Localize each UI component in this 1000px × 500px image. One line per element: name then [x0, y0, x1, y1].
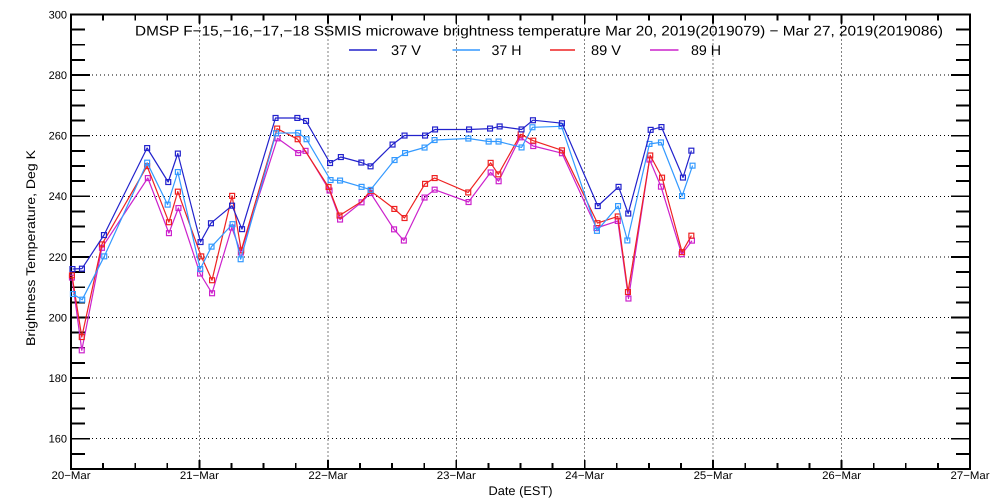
svg-text:Date (EST): Date (EST) — [489, 484, 553, 498]
svg-text:26−Mar: 26−Mar — [822, 470, 861, 482]
svg-text:280: 280 — [49, 70, 67, 82]
svg-text:22−Mar: 22−Mar — [308, 470, 347, 482]
svg-text:180: 180 — [49, 373, 67, 385]
svg-text:DMSP F−15,−16,−17,−18 SSMIS mi: DMSP F−15,−16,−17,−18 SSMIS microwave br… — [135, 23, 943, 39]
svg-text:37 H: 37 H — [492, 42, 522, 58]
svg-text:27−Mar: 27−Mar — [951, 470, 990, 482]
svg-text:240: 240 — [49, 191, 67, 203]
svg-text:300: 300 — [49, 9, 67, 21]
svg-text:Brightness Temperature, Deg K: Brightness Temperature, Deg K — [24, 149, 38, 346]
svg-text:25−Mar: 25−Mar — [694, 470, 733, 482]
svg-text:220: 220 — [49, 252, 67, 264]
svg-text:200: 200 — [49, 312, 67, 324]
svg-text:20−Mar: 20−Mar — [52, 470, 91, 482]
svg-text:89 V: 89 V — [591, 42, 622, 58]
svg-text:89 H: 89 H — [691, 42, 721, 58]
svg-text:37 V: 37 V — [391, 42, 422, 58]
svg-text:21−Mar: 21−Mar — [180, 470, 219, 482]
svg-text:24−Mar: 24−Mar — [565, 470, 604, 482]
svg-text:260: 260 — [49, 131, 67, 143]
svg-text:23−Mar: 23−Mar — [437, 470, 476, 482]
svg-text:160: 160 — [49, 434, 67, 446]
